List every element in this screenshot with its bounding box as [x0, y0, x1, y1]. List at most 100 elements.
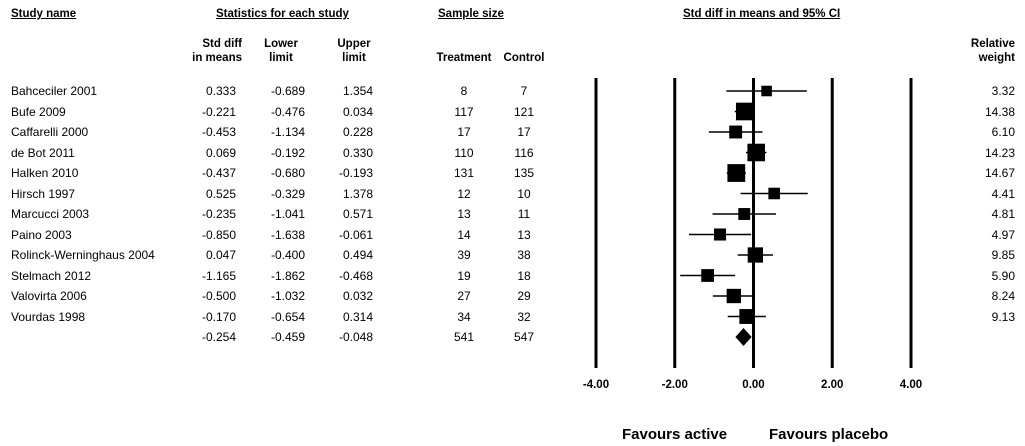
relative-weight-cell: 4.41	[991, 186, 1015, 201]
treatment-cell: 17	[457, 125, 471, 139]
header-lower-limit: Lower limit	[264, 38, 298, 64]
control-cell: 11	[517, 207, 531, 221]
effect-marker	[739, 309, 755, 324]
x-tick-label: 4.00	[900, 379, 922, 391]
upper-limit-cell: 0.228	[342, 125, 373, 139]
header-std-diff: Std diff in means	[192, 38, 242, 64]
header-statistics: Statistics for each study	[216, 8, 349, 20]
control-cell: 17	[517, 125, 531, 139]
relative-weight-cell: 9.13	[991, 309, 1015, 324]
treatment-cell: 13	[457, 207, 471, 221]
lower-limit-cell: -1.134	[270, 125, 305, 139]
relative-weight-cell: 14.67	[984, 166, 1015, 180]
relative-weight-cell: 5.90	[991, 268, 1015, 283]
control-cell: 29	[517, 289, 531, 303]
study-name-cell: Valovirta 2006	[11, 289, 87, 303]
study-name-cell: Bahceciler 2001	[11, 84, 98, 98]
control-cell: 18	[517, 268, 531, 283]
study-name-cell: Stelmach 2012	[11, 268, 92, 283]
std-diff-cell: -0.235	[201, 207, 236, 221]
control-cell: 38	[517, 248, 531, 262]
std-diff-cell: -0.453	[201, 125, 236, 139]
header-relative-weight: Relative weight	[970, 38, 1015, 64]
effect-marker	[727, 164, 746, 182]
relative-weight-cell: 4.81	[991, 207, 1015, 221]
upper-limit-cell: 0.034	[342, 104, 373, 119]
header-control: Control	[503, 52, 545, 64]
std-diff-cell: 0.333	[205, 84, 236, 98]
upper-limit-cell: 0.330	[342, 145, 373, 160]
effect-marker	[768, 187, 780, 200]
treatment-cell: 117	[454, 104, 474, 119]
treatment-cell: 19	[457, 268, 471, 283]
std-diff-cell: -0.170	[201, 309, 236, 324]
lower-limit-cell: -0.680	[270, 166, 305, 180]
effect-marker	[761, 85, 772, 97]
upper-limit-cell: 0.494	[342, 248, 373, 262]
treatment-cell: 27	[457, 289, 471, 303]
pooled-control-cell: 547	[513, 330, 535, 344]
pooled-std-diff-cell: -0.254	[201, 330, 236, 344]
relative-weight-cell: 14.38	[984, 104, 1015, 119]
effect-marker	[735, 102, 754, 121]
header-plot: Std diff in means and 95% CI	[683, 8, 841, 20]
effect-marker	[701, 269, 715, 282]
pooled-treatment-cell: 541	[453, 330, 475, 344]
treatment-cell: 110	[454, 145, 474, 160]
pooled-lower-limit-cell: -0.459	[270, 330, 305, 344]
std-diff-cell: -0.221	[201, 104, 236, 119]
std-diff-cell: 0.069	[205, 145, 236, 160]
lower-limit-cell: -0.689	[270, 84, 305, 98]
control-cell: 116	[514, 145, 534, 160]
x-tick-label: 2.00	[821, 379, 843, 391]
pooled-diamond	[735, 328, 752, 346]
treatment-cell: 34	[457, 309, 471, 324]
lower-limit-cell: -0.476	[270, 104, 305, 119]
relative-weight-cell: 6.10	[991, 125, 1015, 139]
upper-limit-cell: 1.354	[342, 84, 373, 98]
treatment-cell: 14	[457, 227, 471, 242]
upper-limit-cell: -0.468	[338, 268, 373, 283]
lower-limit-cell: -1.862	[270, 268, 305, 283]
favours-active-label: Favours active	[622, 426, 728, 443]
study-name-cell: Hirsch 1997	[11, 186, 76, 201]
lower-limit-cell: -1.638	[270, 227, 305, 242]
pooled-upper-limit-cell: -0.048	[338, 330, 373, 344]
lower-limit-cell: -0.654	[270, 309, 305, 324]
control-cell: 121	[513, 104, 535, 119]
study-name-cell: de Bot 2011	[11, 145, 75, 160]
relative-weight-cell: 4.97	[991, 227, 1015, 242]
study-name-cell: Paino 2003	[11, 227, 72, 242]
treatment-cell: 39	[457, 248, 471, 262]
std-diff-cell: 0.047	[205, 248, 236, 262]
relative-weight-cell: 8.24	[991, 289, 1015, 303]
upper-limit-cell: 0.571	[342, 207, 373, 221]
study-name-cell: Vourdas 1998	[11, 309, 86, 324]
std-diff-cell: -0.500	[201, 289, 236, 303]
favours-placebo-label: Favours placebo	[769, 426, 889, 443]
effect-marker	[738, 208, 751, 220]
upper-limit-cell: 0.032	[342, 289, 373, 303]
std-diff-cell: 0.525	[205, 186, 236, 201]
control-cell: 135	[513, 166, 535, 180]
lower-limit-cell: -0.329	[270, 186, 305, 201]
lower-limit-cell: -1.041	[270, 207, 305, 221]
study-name-cell: Halken 2010	[11, 166, 79, 180]
treatment-cell: 12	[457, 186, 471, 201]
header-study-name: Study name	[11, 8, 77, 20]
effect-marker	[714, 228, 727, 241]
lower-limit-cell: -0.192	[270, 145, 305, 160]
std-diff-cell: -0.850	[201, 227, 236, 242]
upper-limit-cell: -0.061	[338, 227, 373, 242]
control-cell: 7	[520, 84, 528, 98]
header-upper-limit: Upper limit	[337, 38, 371, 64]
x-tick-label: 0.00	[742, 379, 764, 391]
header-sample-size: Sample size	[438, 8, 504, 20]
study-name-cell: Caffarelli 2000	[11, 125, 89, 139]
effect-marker	[747, 247, 763, 263]
relative-weight-cell: 9.85	[991, 248, 1015, 262]
control-cell: 13	[517, 227, 531, 242]
upper-limit-cell: -0.193	[338, 166, 373, 180]
